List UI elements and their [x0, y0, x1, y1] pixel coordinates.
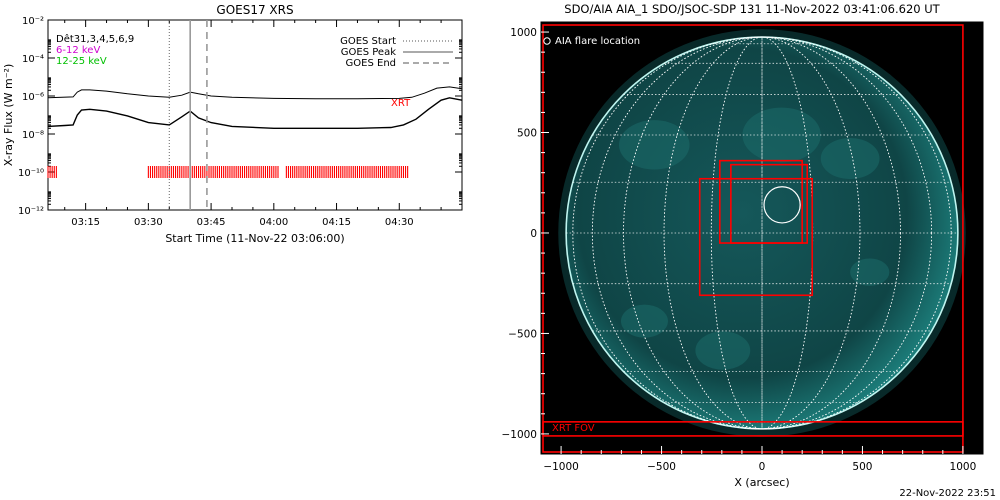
- xrt-fov-label: XRT FOV: [552, 423, 595, 434]
- goes-chart-title: GOES17 XRS: [216, 3, 293, 17]
- aia-solar-map: SDO/AIA AIA_1 SDO/JSOC-SDP 131 11-Nov-20…: [501, 2, 996, 499]
- active-region-brightening: [619, 120, 690, 170]
- plot-timestamp: 22-Nov-2022 23:51: [899, 488, 996, 499]
- goes-y-tick-label: 10⁻²: [22, 16, 44, 27]
- flare-legend-symbol: [543, 37, 551, 45]
- xrt-series-label: XRT: [391, 98, 411, 109]
- active-region-brightening: [820, 137, 880, 180]
- flare-location-circle: [763, 186, 801, 224]
- goes-x-tick-label: 03:15: [71, 217, 100, 228]
- goes-x-tick-label: 04:00: [259, 217, 288, 228]
- active-region-brightening: [850, 258, 890, 286]
- aia-x-tick-label: −1000: [543, 461, 579, 473]
- goes-x-axis: 03:15 03:30 03:45 04:00 04:15 04:30: [64, 20, 463, 228]
- active-region-brightening: [695, 331, 751, 370]
- goes-x-tick-label: 03:45: [197, 217, 226, 228]
- channel-label-detectors: Dêt31,3,4,5,6,9: [56, 33, 134, 45]
- goes-flux-series: [47, 86, 463, 130]
- goes-y-tick-label: 10⁻¹²: [18, 206, 44, 217]
- aia-x-tick-label: 1000: [950, 461, 977, 473]
- aia-y-tick-label: 0: [530, 228, 537, 240]
- aia-x-axis: −1000 −500 0 500 1000: [543, 446, 976, 473]
- aia-x-tick-label: −500: [647, 461, 676, 473]
- flare-legend-label: AIA flare location: [555, 36, 640, 47]
- aia-y-axis: 1000 500 0 −500 −1000: [501, 27, 549, 441]
- xrt-pointing-box: [698, 177, 814, 297]
- aia-x-tick-label: 0: [759, 461, 766, 473]
- flare-location-marker: [763, 186, 801, 224]
- goes-y-tick-label: 10⁻⁸: [22, 130, 44, 141]
- aia-y-tick-label: −500: [508, 328, 537, 340]
- longitude-line: [623, 36, 901, 430]
- channel-label-6-12kev: 6-12 keV: [56, 45, 100, 56]
- longitude-line: [572, 36, 952, 430]
- xrt-pointing-box: [730, 163, 809, 244]
- goes-x-tick-label: 04:15: [322, 217, 351, 228]
- legend-goes-peak: GOES Peak: [341, 47, 396, 58]
- aia-y-tick-label: −1000: [501, 429, 537, 441]
- xrt-pointing-box: [542, 24, 964, 437]
- goes-y-axis-label: X-ray Flux (W m⁻²): [2, 64, 15, 166]
- xrt-pointing-boxes: [542, 24, 964, 453]
- goes-y-tick-label: 10⁻⁶: [22, 92, 44, 103]
- aia-x-axis-label: X (arcsec): [734, 476, 789, 489]
- goes-x-tick-label: 03:30: [134, 217, 163, 228]
- goes-event-lines: [168, 20, 208, 210]
- goes-y-tick-label: 10⁻⁴: [22, 54, 44, 65]
- goes-long-channel-line: [47, 86, 463, 100]
- xrt-pointing-box: [542, 421, 964, 453]
- xrt-coverage-ticks: [47, 166, 409, 178]
- active-region-brightening: [620, 304, 668, 338]
- legend-goes-end: GOES End: [346, 58, 396, 69]
- goes-y-axis: 10⁻¹² 10⁻¹⁰ 10⁻⁸ 10⁻⁶ 10⁻⁴ 10⁻²: [18, 16, 462, 217]
- channel-label-12-25kev: 12-25 keV: [56, 56, 107, 67]
- goes-x-tick-label: 04:30: [385, 217, 414, 228]
- aia-x-tick-label: 500: [852, 461, 872, 473]
- aia-map-title: SDO/AIA AIA_1 SDO/JSOC-SDP 131 11-Nov-20…: [564, 2, 940, 16]
- goes-short-channel-line: [47, 97, 463, 130]
- aia-y-tick-label: 500: [517, 128, 537, 140]
- goes-plot-frame: [47, 19, 463, 211]
- legend-goes-start: GOES Start: [340, 36, 396, 47]
- event-legend: GOES Start GOES Peak GOES End: [340, 36, 453, 69]
- aia-y-tick-label: 1000: [510, 27, 537, 39]
- goes-xrs-chart: GOES17 XRS 10⁻¹² 10⁻¹⁰ 10⁻⁸ 10⁻⁶ 10⁻⁴ 10⁻² 03…: [2, 3, 463, 245]
- heliographic-grid: [566, 36, 958, 430]
- goes-y-tick-label: 10⁻¹⁰: [18, 168, 44, 179]
- goes-x-axis-label: Start Time (11-Nov-22 03:06:00): [165, 232, 344, 245]
